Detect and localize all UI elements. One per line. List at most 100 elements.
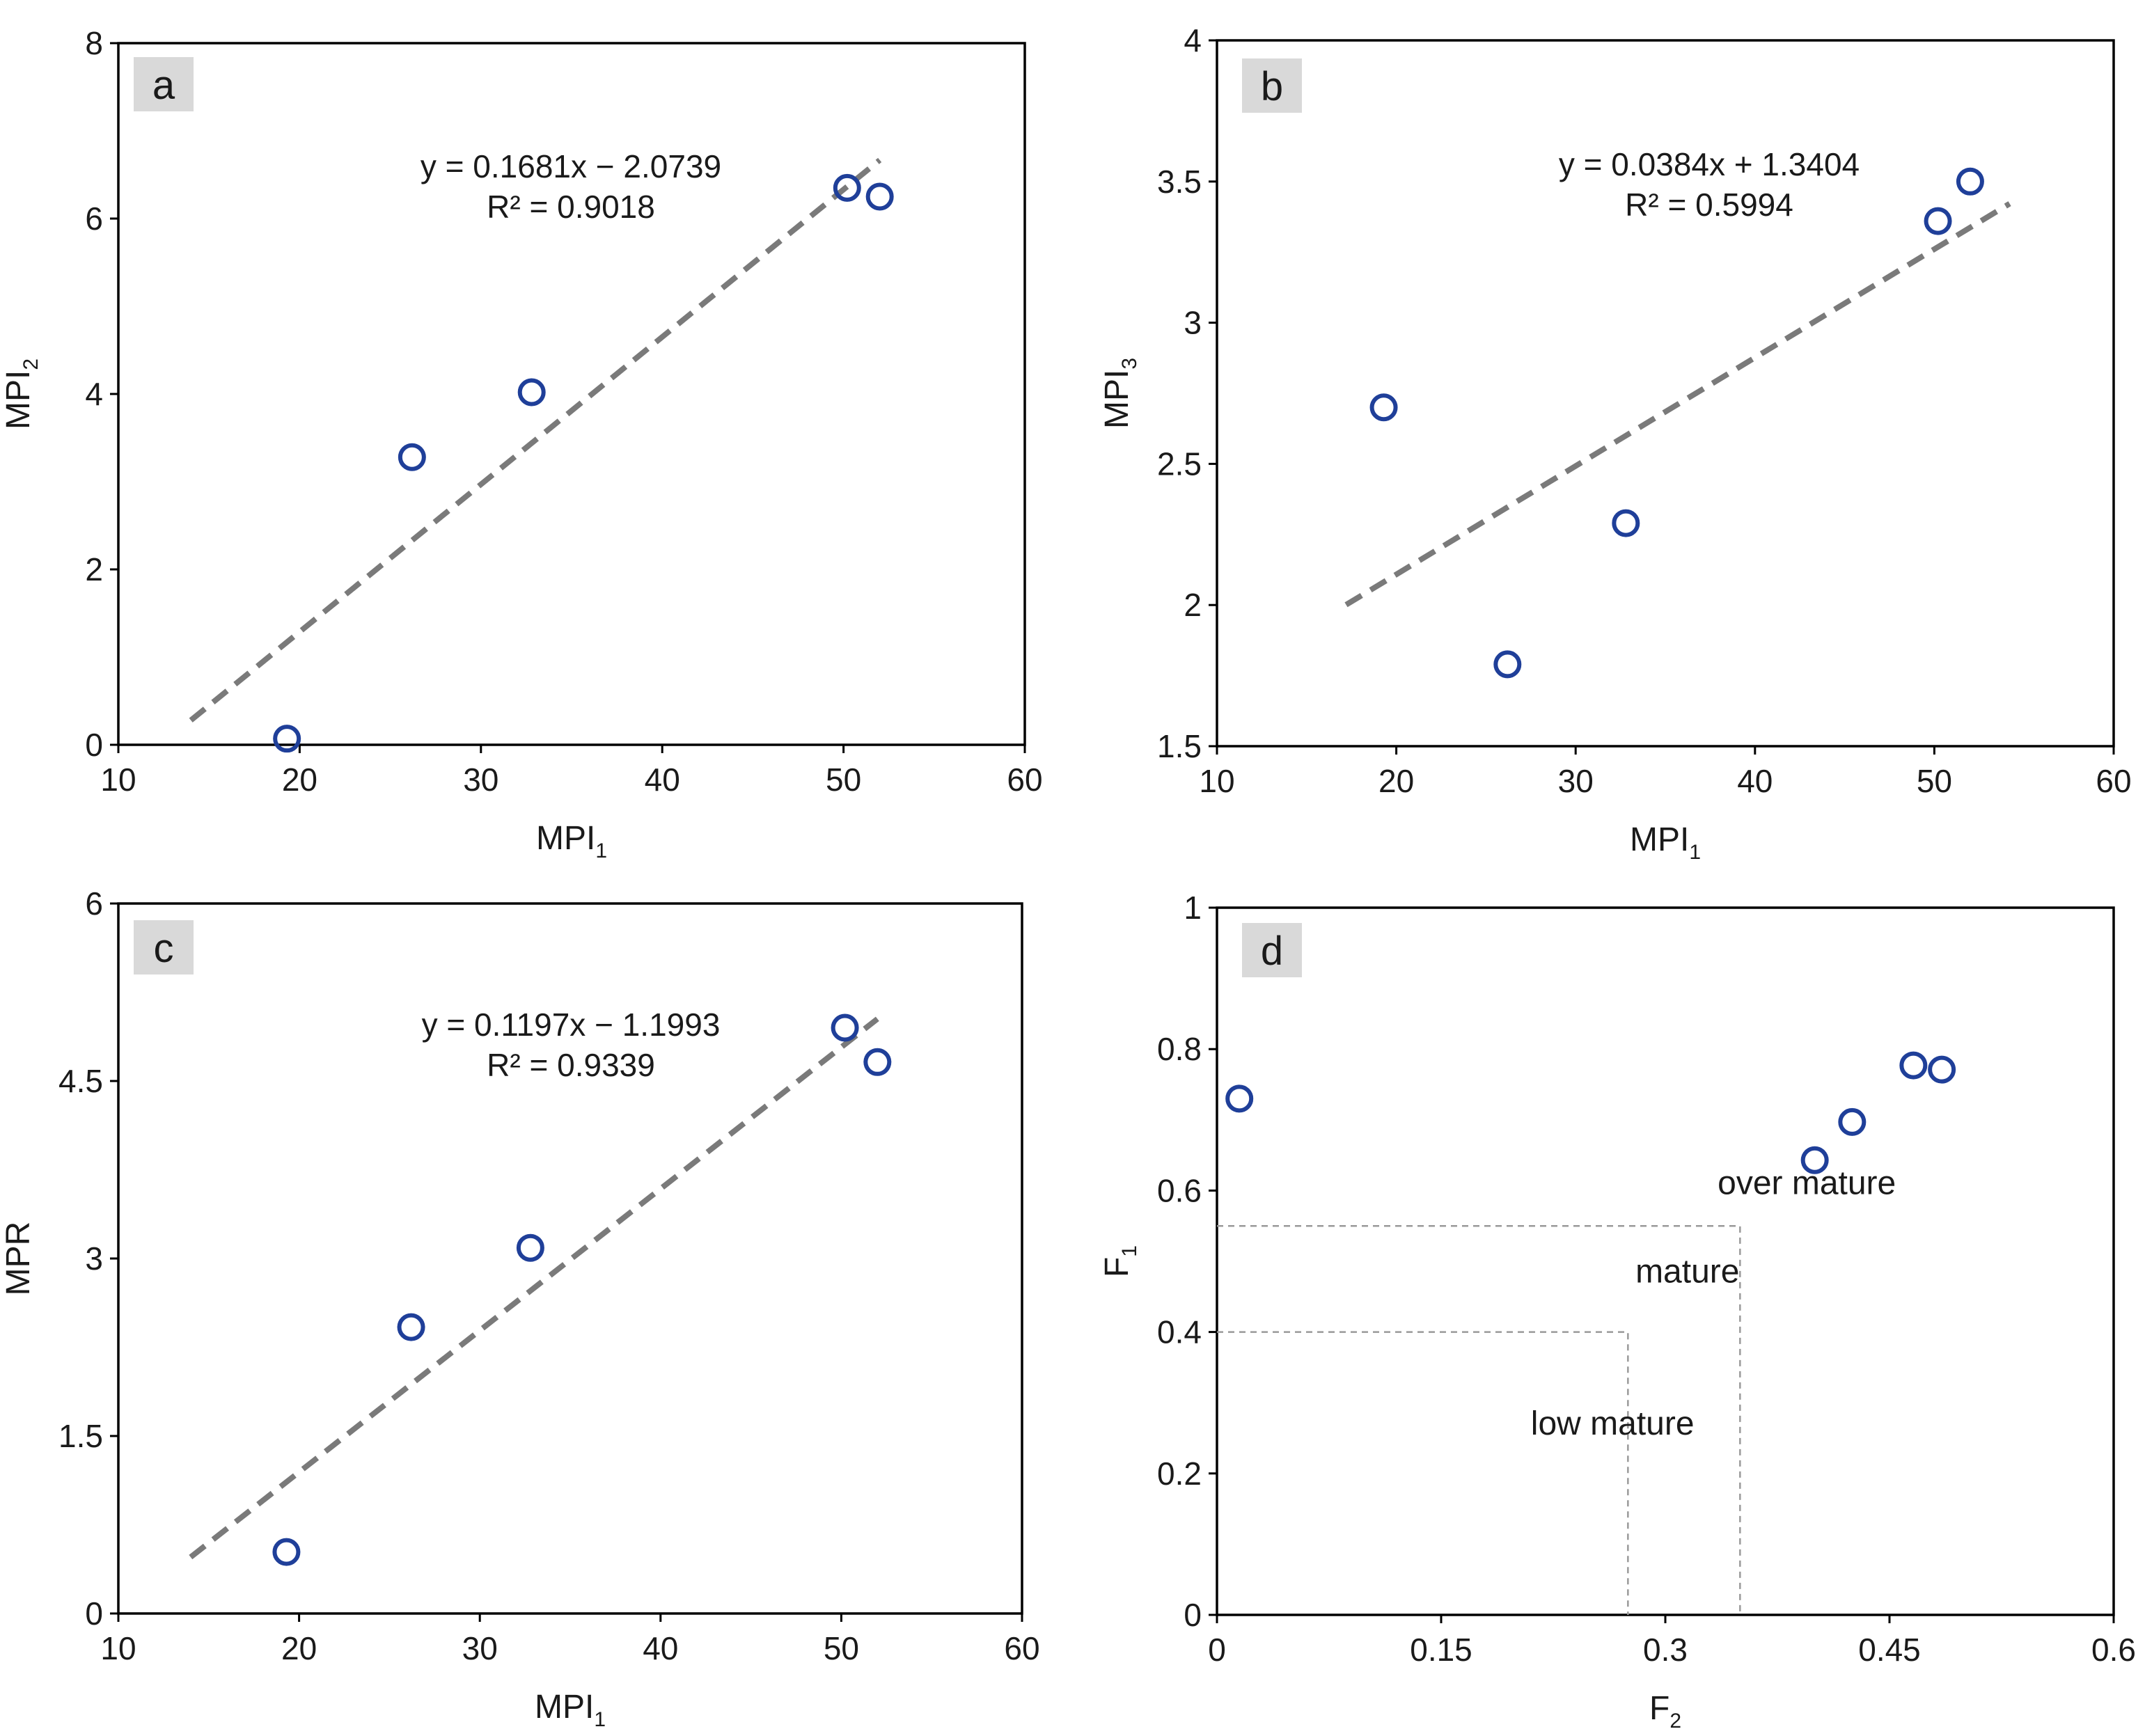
trendline: [189, 157, 882, 723]
y-tick-label: 0.4: [1157, 1314, 1202, 1350]
x-tick-label: 20: [282, 762, 317, 798]
y-tick-label: 1.5: [1157, 728, 1202, 764]
y-tick-label: 8: [85, 25, 103, 61]
plot-frame: [1216, 39, 2115, 748]
x-axis-label-main: F: [1649, 1690, 1669, 1727]
x-tick-label: 60: [1004, 1630, 1039, 1666]
x-tick-label: 0.6: [2091, 1632, 2136, 1668]
panel-letter: d: [1261, 929, 1283, 974]
panel-c: 10 20 30 40 50 60 0 1.5 3 4.5 6 MPI1 MPR c y = 0.1197x…: [0, 885, 1040, 1731]
x-tick-label: 40: [643, 1630, 678, 1666]
y-axis-label: MPI3: [1099, 358, 1141, 429]
y-axis-label: F1: [1099, 1245, 1141, 1277]
y-tick-label: 3: [1184, 305, 1202, 341]
panel-letter: a: [152, 63, 175, 108]
y-axis-label-main: MPR: [0, 1222, 37, 1296]
y-tick-label: 4.5: [58, 1063, 103, 1099]
y-tick-label: 6: [85, 885, 103, 922]
y-axis-label-subscript: 1: [1118, 1245, 1141, 1257]
trendline: [189, 1016, 879, 1560]
y-tick-label: 1: [1184, 890, 1202, 926]
data-point: [397, 1313, 425, 1341]
data-point: [833, 173, 861, 202]
y-tick-label: 0.6: [1157, 1172, 1202, 1208]
region-boundary: [1217, 1331, 1629, 1615]
x-tick-label: 10: [100, 762, 136, 798]
x-tick-label: 30: [463, 762, 498, 798]
y-tick-label: 0.2: [1157, 1455, 1202, 1492]
x-axis-label-subscript: 2: [1669, 1710, 1681, 1733]
x-tick-label: 0.15: [1410, 1632, 1472, 1668]
y-axis-label-subscript: 3: [1118, 358, 1141, 370]
x-axis-label-main: MPI: [536, 820, 595, 857]
y-tick-label: 0: [1184, 1597, 1202, 1633]
y-tick-label: 0: [85, 727, 103, 763]
region-label: low mature: [1531, 1405, 1695, 1442]
y-axis-label-main: MPI: [0, 370, 37, 429]
y-tick-label: 2.5: [1157, 445, 1202, 482]
x-axis-label-main: MPI: [1630, 821, 1689, 858]
x-tick-label: 20: [281, 1630, 317, 1666]
r-squared: R² = 0.9339: [487, 1047, 655, 1083]
y-tick-label: 2: [1184, 587, 1202, 623]
data-point: [1899, 1051, 1928, 1080]
y-tick-label: 4: [1184, 22, 1202, 58]
y-tick-label: 1.5: [58, 1418, 103, 1454]
data-point: [865, 182, 894, 211]
data-point: [1924, 207, 1952, 235]
panel-letter-badge: [134, 920, 194, 974]
y-axis-label: MPR: [0, 1222, 37, 1296]
data-point: [1493, 650, 1522, 679]
regression-equation: y = 0.0384x + 1.3404: [1559, 146, 1860, 182]
x-tick-label: 60: [2096, 763, 2131, 799]
panel-letter-badge: [134, 57, 194, 111]
x-axis-label-subscript: 1: [594, 1708, 606, 1731]
data-point: [273, 725, 301, 753]
panel-letter-badge: [1242, 58, 1302, 113]
data-point: [1369, 393, 1398, 422]
x-tick-label: 40: [645, 762, 680, 798]
x-tick-label: 0: [1208, 1632, 1226, 1668]
y-tick-label: 3.5: [1157, 164, 1202, 200]
data-point: [831, 1013, 859, 1042]
x-axis-label-main: MPI: [535, 1689, 594, 1726]
data-point: [1838, 1107, 1867, 1136]
x-tick-label: 10: [1199, 763, 1234, 799]
y-tick-label: 3: [85, 1240, 103, 1277]
region-label: mature: [1635, 1253, 1739, 1290]
y-axis-label: MPI2: [0, 358, 42, 429]
x-tick-label: 50: [1917, 763, 1952, 799]
y-tick-label: 0.8: [1157, 1031, 1202, 1067]
x-axis-label: F2: [1649, 1690, 1681, 1733]
panel-letter: c: [154, 926, 174, 971]
data-point: [1956, 167, 1984, 196]
data-point: [516, 1233, 544, 1262]
y-axis-label-subscript: 2: [19, 358, 42, 370]
x-tick-label: 50: [826, 762, 861, 798]
data-point: [1928, 1055, 1956, 1084]
data-point: [1225, 1084, 1254, 1113]
regression-equation: y = 0.1197x − 1.1993: [422, 1007, 721, 1043]
x-tick-label: 30: [462, 1630, 498, 1666]
y-axis-label-main: F: [1099, 1257, 1136, 1277]
data-point: [272, 1538, 301, 1566]
x-tick-label: 40: [1737, 763, 1773, 799]
x-tick-label: 60: [1007, 762, 1042, 798]
x-axis-label: MPI1: [536, 820, 607, 862]
data-point: [1800, 1146, 1829, 1174]
y-tick-label: 0: [85, 1595, 103, 1632]
x-tick-label: 0.45: [1858, 1632, 1921, 1668]
data-point: [863, 1048, 892, 1076]
x-tick-label: 30: [1558, 763, 1594, 799]
trendline: [1344, 201, 2011, 608]
data-point: [517, 378, 546, 407]
x-tick-label: 20: [1378, 763, 1414, 799]
x-tick-label: 10: [100, 1630, 136, 1666]
x-tick-label: 0.3: [1643, 1632, 1688, 1668]
x-axis-label-subscript: 1: [595, 839, 607, 862]
x-axis-label-subscript: 1: [1689, 841, 1701, 864]
x-axis-label: MPI1: [535, 1689, 606, 1731]
